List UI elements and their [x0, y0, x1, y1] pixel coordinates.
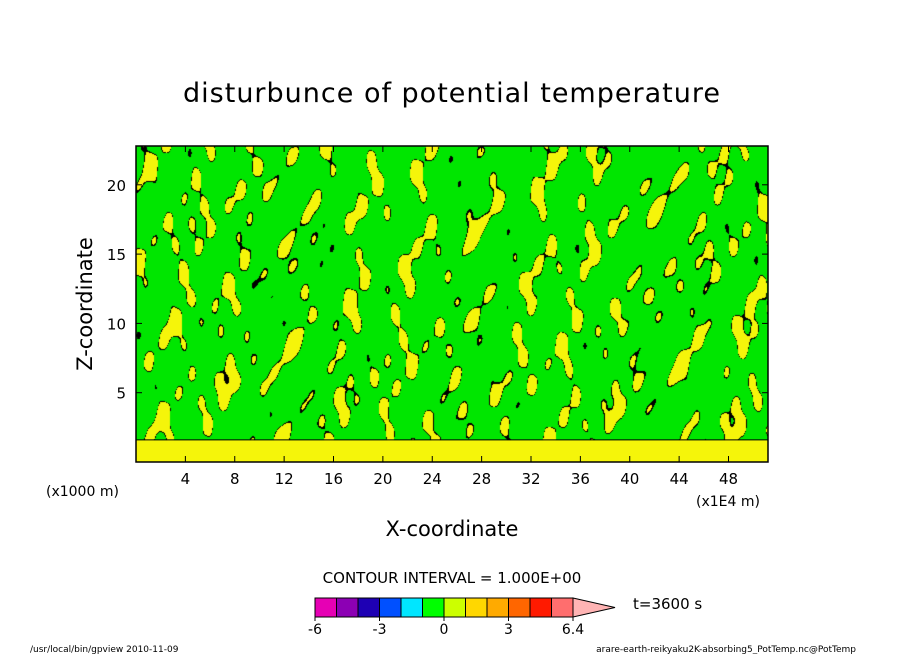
- contour-interval-label: CONTOUR INTERVAL = 1.000E+00: [323, 569, 582, 587]
- y-tick-label: 10: [107, 315, 126, 333]
- x-axis-label: X-coordinate: [386, 517, 519, 541]
- colorbar: -6 -3 0 3 6.4: [308, 597, 616, 638]
- field-raster: [136, 146, 768, 462]
- x-tick-label: 28: [472, 470, 491, 488]
- colorbar-swatch: [443, 597, 466, 618]
- colorbar-swatch: [529, 597, 552, 618]
- plot-area: [135, 145, 769, 463]
- colorbar-arrow: [572, 597, 616, 618]
- x-tick-label: 40: [620, 470, 639, 488]
- x-tick-label: 32: [521, 470, 540, 488]
- x-unit-right: (x1E4 m): [696, 494, 760, 510]
- x-tick-label: 36: [571, 470, 590, 488]
- footer-right: arare-earth-reikyaku2K-absorbing5_PotTem…: [596, 645, 856, 654]
- colorbar-swatch: [508, 597, 531, 618]
- colorbar-swatch: [486, 597, 509, 618]
- contour-field: [136, 146, 768, 462]
- x-unit-left: (x1000 m): [46, 484, 119, 500]
- chart-title: disturbunce of potential temperature: [183, 78, 721, 109]
- x-tick-label: 20: [373, 470, 392, 488]
- colorbar-swatch: [465, 597, 488, 618]
- colorbar-tick-label: 6.4: [562, 622, 584, 638]
- x-tick-label: 48: [719, 470, 738, 488]
- x-tick-label: 44: [670, 470, 689, 488]
- x-axis-ticks: 4 8 12 16 20 24 28 32 36 40 44 48: [181, 146, 738, 488]
- y-axis-label: Z-coordinate: [73, 237, 97, 371]
- plot-frame: [135, 145, 769, 463]
- y-tick-label: 15: [107, 246, 126, 264]
- x-tick-label: 12: [275, 470, 294, 488]
- time-label: t=3600 s: [633, 595, 702, 613]
- x-tick-label: 4: [181, 470, 191, 488]
- y-tick-label: 5: [116, 385, 126, 403]
- x-tick-label: 8: [230, 470, 240, 488]
- colorbar-tick-label: -6: [308, 622, 322, 638]
- colorbar-swatch: [336, 597, 359, 618]
- colorbar-swatch: [379, 597, 402, 618]
- colorbar-swatch: [422, 597, 445, 618]
- x-tick-label: 16: [324, 470, 343, 488]
- colorbar-tick-label: -3: [373, 622, 387, 638]
- colorbar-tick-label: 3: [504, 622, 513, 638]
- footer-left: /usr/local/bin/gpview 2010-11-09: [30, 645, 179, 654]
- colorbar-tick-label: 0: [440, 622, 449, 638]
- colorbar-swatch: [357, 597, 380, 618]
- colorbar-swatch: [551, 597, 574, 618]
- y-axis-ticks: 5 10 15 20: [107, 177, 768, 403]
- colorbar-swatch: [314, 597, 337, 618]
- x-tick-label: 24: [423, 470, 442, 488]
- y-tick-label: 20: [107, 177, 126, 195]
- colorbar-swatch: [400, 597, 423, 618]
